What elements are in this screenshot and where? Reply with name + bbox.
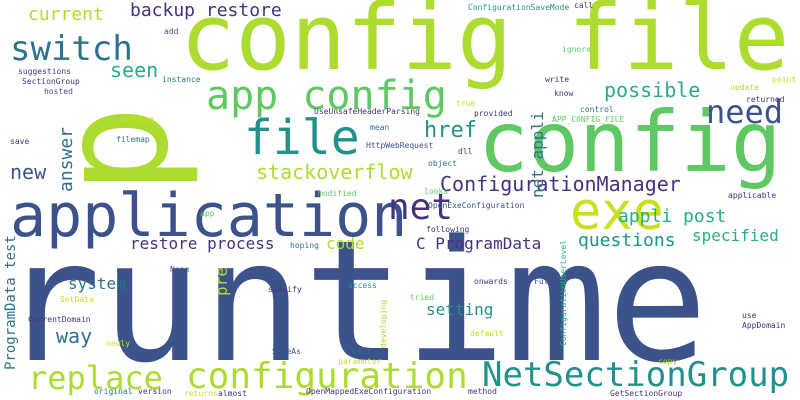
word-control: control	[580, 105, 614, 114]
word-configurationmanager: ConfigurationManager	[440, 172, 681, 196]
word-provided: provided	[474, 109, 513, 118]
word-version: version	[138, 387, 172, 396]
word-dll: dll	[458, 147, 473, 156]
word-add: add	[164, 27, 179, 36]
word-working: working	[120, 115, 154, 124]
word-hosted: hosted	[44, 87, 73, 96]
word-getsectiongroup: GetSectionGroup	[610, 389, 683, 398]
word-update: update	[730, 83, 759, 92]
word-way: way	[56, 324, 93, 348]
word-modified: modified	[318, 189, 357, 198]
word-filemap: filemap	[116, 135, 150, 144]
word-possible: possible	[604, 78, 701, 102]
word-original: original	[94, 387, 133, 396]
word-runtime: runtime	[0, 204, 709, 400]
word-net-appli: net appli	[528, 111, 547, 198]
word-useunsafeheaderparsing: UseUnsafeHeaderParsing	[314, 107, 420, 116]
word-backup-restore: backup restore	[130, 0, 282, 21]
word-exe: exe	[570, 182, 664, 242]
word-looks: looks	[424, 187, 449, 196]
word-need: need	[706, 93, 784, 131]
word-application: application	[10, 181, 408, 251]
word-ignore: ignore	[562, 45, 591, 54]
word-none: None	[170, 265, 190, 274]
word-saveas: SaveAs	[272, 347, 301, 356]
word-programdata-test: ProgramData test	[3, 235, 19, 370]
word-app-config: app config	[206, 73, 447, 119]
word-config: config	[478, 93, 782, 191]
word-netsectiongroup: NetSectionGroup	[482, 355, 790, 395]
word-almost: almost	[218, 389, 247, 398]
word-following: following	[426, 225, 470, 234]
word-will: will	[352, 347, 372, 356]
word-replace: replace	[28, 359, 163, 397]
word-developing: developing	[379, 299, 388, 348]
word-setdata: SetData	[60, 295, 94, 304]
word-default: default	[470, 329, 504, 338]
word-answer: answer	[56, 126, 77, 192]
word-app-small: app	[200, 209, 215, 218]
word-code: code	[326, 234, 365, 253]
word-appdomain: AppDomain	[742, 321, 786, 330]
word-sectiongroup: SectionGroup	[22, 77, 80, 86]
word-net: net	[388, 187, 454, 228]
word-configurationsavemode: ConfigurationSaveMode	[468, 3, 570, 12]
word-write: write	[545, 75, 570, 84]
word-returns: returns	[184, 389, 218, 398]
word-specify: specify	[268, 285, 302, 294]
word-method: method	[468, 387, 497, 396]
word-questions: questions	[578, 230, 676, 251]
word-restore-process: restore process	[130, 234, 275, 253]
word-stackoverflow: stackoverflow	[256, 160, 413, 184]
word-seen: seen	[110, 58, 159, 82]
word-instance: instance	[162, 75, 201, 84]
word-access: access	[348, 281, 377, 290]
word-use: use	[742, 311, 757, 320]
word-openexeconfiguration: OpenExeConfiguration	[428, 201, 525, 210]
word-object: object	[428, 159, 457, 168]
word-copy: copy	[658, 357, 678, 366]
word-pre: pre	[212, 267, 231, 296]
word-configuration: configuration	[186, 356, 468, 397]
word-switch: switch	[10, 29, 133, 69]
word-currentdomain: CurrentDomain	[28, 315, 91, 324]
word-file: file	[244, 110, 360, 166]
word-point: point	[772, 75, 797, 84]
word-save: save	[10, 137, 30, 146]
word-href: href	[424, 118, 477, 143]
word-setting: setting	[426, 300, 494, 319]
word-config-file: config file	[180, 0, 790, 91]
word-applicable: applicable	[728, 191, 777, 200]
word-c-programdata: C ProgramData	[416, 234, 542, 253]
word-system: system	[68, 274, 126, 293]
word-onwards: onwards	[474, 277, 508, 286]
word-openmappedexeconfiguration: OpenMappedExeConfiguration	[306, 387, 432, 396]
word-suggestions: suggestions	[18, 67, 71, 76]
word-hoping: hoping	[290, 241, 319, 250]
word-know: know	[554, 89, 574, 98]
word-tried: tried	[410, 293, 435, 302]
word-true: true	[456, 99, 476, 108]
word-newly: newly	[106, 339, 131, 348]
word-app-config-file: APP_CONFIG_FILE	[552, 115, 625, 124]
word-new: new	[10, 160, 47, 184]
word-specified: specified	[692, 226, 779, 245]
word-configurationuserlevel: ConfigurationUserLevel	[559, 240, 568, 346]
word-appli-post: appli post	[618, 206, 727, 227]
word-current: current	[28, 4, 104, 25]
word-call: call	[574, 1, 594, 10]
word-parameter: parameter	[338, 357, 382, 366]
word-mean: mean	[370, 123, 390, 132]
word-returned: returned	[746, 95, 785, 104]
word-full: Full	[534, 277, 554, 286]
word-httpwebrequest: HttpWebRequest	[366, 141, 434, 150]
